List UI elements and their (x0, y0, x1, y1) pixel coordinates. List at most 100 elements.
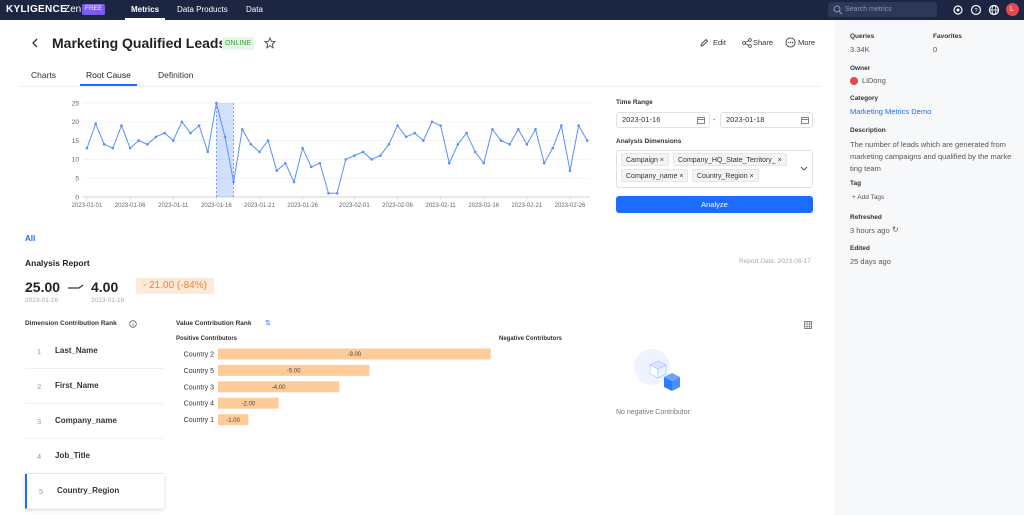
x-tick-label: 2023-01-01 (72, 203, 103, 209)
x-tick-label: 2023-01-11 (158, 203, 189, 209)
nav-tab[interactable]: Metrics (131, 5, 160, 14)
dimension-tag[interactable]: Country_Region × (692, 169, 759, 182)
point (318, 161, 322, 165)
bar-category: Country 4 (184, 401, 214, 408)
point (430, 120, 434, 124)
point (120, 124, 123, 127)
dimension-rank: 1 (37, 347, 42, 356)
to-value: 4.00 (91, 279, 119, 295)
bar-value-label: -2.00 (241, 401, 255, 407)
dimensions-select[interactable] (616, 150, 813, 188)
add-tags[interactable]: + Add Tags (852, 194, 885, 201)
bar-value-label: -4.00 (272, 385, 286, 391)
point (266, 139, 270, 142)
point (344, 158, 348, 161)
line-chart: 0 5 10 15 20 25 2023-01-01 2023-01-06 2023-01-11… (72, 100, 590, 209)
point (128, 146, 132, 150)
end-date-input[interactable] (720, 112, 813, 128)
x-tick-label: 2023-02-01 (339, 203, 370, 209)
logo-product: Zen (64, 4, 82, 15)
dimension-item[interactable]: 4 Job_Title (25, 439, 164, 474)
back-button[interactable] (31, 38, 41, 48)
point (232, 180, 235, 184)
avatar[interactable] (1006, 3, 1019, 16)
line-series (86, 102, 588, 194)
search-box[interactable]: Search metrics (828, 2, 937, 17)
more-action[interactable]: More (798, 38, 816, 47)
favorite-star[interactable] (264, 37, 276, 49)
point (361, 150, 365, 154)
dimension-item[interactable]: 3 Company_name (25, 404, 164, 439)
refreshed-label: Refreshed (850, 214, 882, 221)
tag-label: Tag (850, 180, 862, 187)
info-icon[interactable] (129, 320, 137, 328)
point (585, 139, 589, 142)
point (146, 143, 149, 146)
bar-chart: Country 2 -9.00 Country 5 -5.00 Country 3 -4.… (184, 348, 491, 426)
point (189, 131, 192, 135)
calendar-icon (801, 117, 809, 124)
edited-label: Edited (850, 245, 870, 252)
start-date-input[interactable] (616, 112, 710, 128)
from-date: 2023-01-16 (25, 297, 59, 304)
point (516, 128, 520, 131)
nav-tab[interactable]: Data (246, 5, 263, 14)
point (292, 180, 296, 184)
dimension-name: Country_Region (57, 486, 120, 495)
analyze-button[interactable]: Analyze (616, 196, 813, 213)
bar (218, 381, 340, 393)
more-icon (785, 37, 796, 48)
point (249, 143, 253, 146)
point (499, 139, 503, 142)
filter-all[interactable]: All (25, 234, 36, 243)
dimension-tag[interactable]: Campaign × (621, 153, 669, 166)
edit-icon (700, 38, 709, 47)
point (301, 146, 304, 150)
favorites-value: 0 (933, 45, 938, 54)
sidebar: Queries 3.34K Favorites 0 Owner LiDong C… (834, 20, 1024, 515)
point (447, 161, 451, 165)
dimension-name: Last_Name (55, 346, 98, 355)
edit-action[interactable]: Edit (713, 38, 726, 47)
report-date: Report Date: 2023-06-17 (739, 258, 811, 265)
dimension-name: Company_name (55, 416, 117, 425)
category-label: Category (850, 95, 879, 102)
point (353, 154, 356, 157)
point (94, 122, 97, 125)
tab[interactable]: Definition (158, 70, 194, 80)
point (525, 143, 529, 146)
dimension-tag[interactable]: Company_HQ_State_Territory_ × (673, 153, 787, 166)
bar (218, 397, 279, 409)
point (560, 124, 563, 127)
dropdown-chevron[interactable] (800, 166, 808, 172)
y-tick-label: 15 (72, 138, 80, 145)
dimension-tag[interactable]: Company_name × (621, 169, 689, 182)
owner-avatar (850, 77, 858, 85)
point (534, 128, 537, 131)
sort-icon[interactable]: ⇅ (265, 320, 271, 327)
nav-tab[interactable]: Data Products (177, 5, 228, 14)
dimension-item-selected[interactable]: 5 Country_Region (25, 474, 164, 509)
point (111, 146, 115, 150)
share-action[interactable]: Share (753, 38, 774, 47)
bar-value-label: -5.00 (287, 369, 301, 375)
tab-active[interactable]: Root Cause (86, 70, 131, 80)
refresh-icon[interactable]: ↻ (892, 225, 899, 234)
y-tick-label: 10 (72, 157, 80, 164)
tab[interactable]: Charts (31, 70, 57, 80)
x-tick-label: 2023-02-16 (468, 203, 499, 209)
point (482, 161, 486, 165)
table-icon[interactable] (804, 321, 812, 329)
nav-icons[interactable]: ? (952, 3, 1002, 17)
category-value[interactable]: Marketing Metrics Demo (850, 107, 932, 116)
from-value: 25.00 (25, 279, 61, 295)
point (154, 135, 158, 139)
dimension-item[interactable]: 2 First_Name (25, 369, 164, 404)
end-date: 2023-01-18 (726, 115, 765, 124)
point (309, 165, 313, 169)
metric-title: Marketing Qualified Leads (52, 35, 227, 51)
dimension-item[interactable]: 1 Last_Name (25, 334, 164, 369)
logo[interactable]: KYLIGENCE (6, 4, 68, 15)
bar-category: Country 1 (184, 417, 214, 424)
to-date: 2023-01-18 (91, 297, 125, 304)
